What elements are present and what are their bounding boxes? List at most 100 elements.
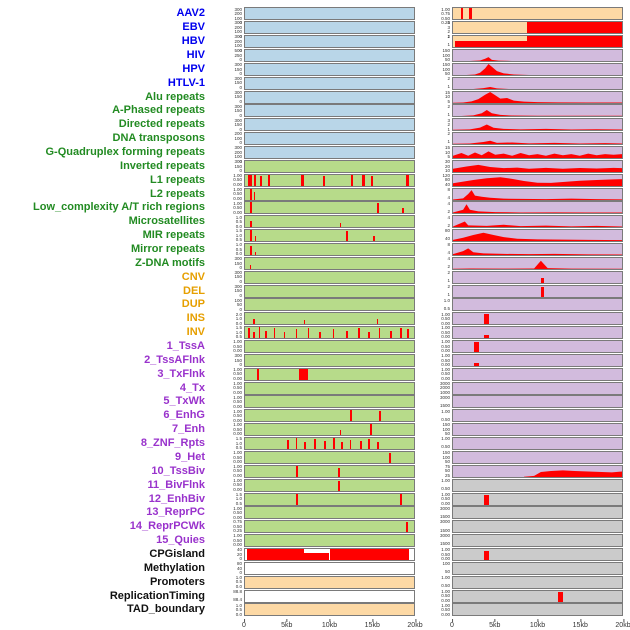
y-tick-label: 1500 [439,541,450,547]
y-tick-label: 0.00 [441,362,450,368]
signal-bar [248,328,250,339]
y-tick-label: 1.00 [441,588,450,594]
x-tick-label: 0 [242,619,246,629]
track-panel-left [244,173,415,187]
y-tick-label: 0.0 [235,320,242,326]
y-axis-ticks: 300 150 0 [210,90,244,104]
y-tick-label: 200 [234,11,242,17]
y-axis-ticks: 1.00 0.50 0.00 [210,423,244,436]
y-tick-label: 1500 [439,402,450,408]
track-panel-left [244,7,415,21]
y-tick-label: 1.00 [233,200,242,206]
y-axis-ticks: 300 150 0 [210,160,244,173]
track-label: ReplicationTiming [109,589,205,602]
y-tick-label: 300 [234,256,242,262]
signal-bar [250,264,252,269]
signal-area [453,204,622,214]
track-row: CNV 300 150 0 2 1 [0,270,630,284]
y-tick-label: 1.00 [233,533,242,539]
signal-bar [370,424,373,436]
signal-bar [484,334,490,339]
track-panel-left [244,298,415,312]
y-tick-label: 100 [234,135,242,141]
y-tick-label: 0 [239,292,242,298]
track-panel-right [452,76,623,90]
signal-bar [254,174,257,186]
y-tick-label: 3000 [439,519,450,525]
signal-bar [402,207,404,214]
y-tick-label: 0.00 [233,417,242,423]
signal-bar [265,330,267,339]
y-tick-label: 150 [442,62,450,68]
signal-bar [370,175,373,186]
y-tick-label: 0.5 [235,219,242,225]
y-axis-ticks: 40 20 0 [210,548,244,561]
y-tick-label: 1.0 [235,316,242,322]
track-row: Directed repeats 300 150 0 3 2 1 [0,118,630,132]
signal-area [453,232,622,242]
y-tick-label: 1.00 [441,547,450,553]
y-tick-label: 1.00 [441,339,450,345]
track-label: CNV [181,270,205,283]
y-tick-label: 25 [444,472,450,478]
signal-bar [299,368,309,380]
track-panel-right [452,381,623,395]
track-label: HIV [186,49,205,61]
track-panel-left [244,35,415,49]
y-tick-label: 150 [442,422,450,428]
y-tick-label: 0.50 [233,454,242,460]
signal-bar [376,319,379,325]
y-tick-label: 0.50 [441,316,450,322]
track-row: HPV 300 150 0 150 100 50 [0,62,630,76]
y-tick-label: 30 [444,159,450,165]
track-label: CPGisland [149,547,205,560]
y-tick-label: 80 [236,561,242,566]
y-tick-label: 0.5 [235,237,242,243]
y-tick-label: 1.00 [441,574,450,580]
y-tick-label: 0.50 [233,523,242,529]
track-label: 2_TssAFlnk [144,353,205,366]
x-tick-label: 5kb [489,619,501,629]
signal-bar [253,191,256,200]
y-tick-label: 8 [447,186,450,192]
track-label: 7_Enh [171,423,205,436]
signal-bar [253,331,255,339]
y-axis-ticks: 300 200 100 0 [210,146,244,164]
y-tick-label: 2 [447,222,450,228]
y-tick-label: 2 [447,103,450,109]
y-tick-label: 15 [444,89,450,95]
track-row: INS 2.0 1.0 0.0 1.00 0.50 0.00 [0,312,630,326]
y-tick-label: 150 [234,274,242,280]
y-tick-label: 0 [239,168,242,174]
signal-bar [349,439,352,450]
y-axis-ticks: 2.0 1.0 0.0 [210,312,244,326]
y-tick-label: 1.0 [443,297,450,303]
y-tick-label: 0.5 [235,246,242,252]
signal-bar [484,550,490,560]
track-row: 9_Het 1.00 0.50 0.00 150 100 50 [0,451,630,465]
y-axis-ticks: 1.00 0.50 0.00 [210,187,244,201]
y-tick-label: 3 [447,117,450,123]
y-axis-ticks: 1.00 0.50 0.00 [210,200,244,215]
y-axis-ticks: 100 50 [415,561,452,575]
signal-area [453,91,622,103]
y-tick-label: 1.00 [233,422,242,428]
y-tick-label: 1.0 [235,574,242,580]
signal-bar [349,410,352,422]
y-axis-ticks: 80 40 [415,229,452,242]
x-tick-label: 10kb [321,619,338,629]
y-tick-label: 100 [442,52,450,58]
signal-bar [341,442,344,450]
signal-area [453,189,622,200]
y-tick-label: 100 [442,561,450,566]
track-panel-right [452,215,623,229]
signal-bar [454,41,528,48]
y-tick-label: 0.00 [441,334,450,340]
track-label: HBV [181,35,205,48]
signal-bar [474,363,480,366]
track-row: AAV2 300 200 100 0 1.00 0.75 0.50 0.25 [0,7,630,25]
track-row: Methylation 80 40 0 100 50 [0,561,630,575]
x-tick-label: 0 [450,619,454,629]
track-row: HIV 500 250 0 150 100 50 [0,49,630,63]
